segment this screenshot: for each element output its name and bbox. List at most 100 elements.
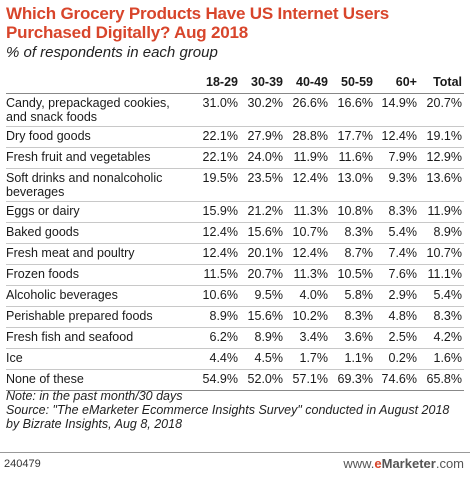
cell-value: 11.3% [285, 201, 330, 223]
cell-value: 6.2% [196, 327, 240, 349]
row-label: Dry food goods [6, 126, 196, 148]
table-row: Alcoholic beverages 10.6% 9.5% 4.0% 5.8% 2.9%… [6, 285, 464, 307]
cell-value: 7.6% [375, 264, 419, 286]
cell-value: 11.3% [285, 264, 330, 286]
brand-suffix: .com [435, 456, 464, 471]
row-label: Baked goods [6, 222, 196, 244]
cell-value: 10.2% [285, 306, 330, 328]
column-header-category [6, 70, 196, 94]
row-label: Candy, prepackaged cookies, and snack fo… [6, 93, 196, 127]
cell-value: 3.6% [330, 327, 375, 349]
cell-value: 4.8% [375, 306, 419, 328]
chart-title: Which Grocery Products Have US Internet … [6, 4, 390, 42]
table-row: Frozen foods 11.5% 20.7% 11.3% 10.5% 7.6% 11.1… [6, 264, 464, 286]
table-row: Eggs or dairy 15.9% 21.2% 11.3% 10.8% 8.3% 11.… [6, 201, 464, 223]
column-header-4: 60+ [395, 75, 417, 89]
cell-value: 9.3% [375, 168, 419, 202]
table-row: None of these 54.9% 52.0% 57.1% 69.3% 74.6% 65… [6, 369, 464, 391]
cell-value: 5.4% [375, 222, 419, 244]
cell-value: 8.3% [330, 222, 375, 244]
row-label: None of these [6, 369, 196, 391]
row-label: Soft drinks and nonalcoholic beverages [6, 168, 196, 202]
cell-value: 8.9% [196, 306, 240, 328]
cell-value: 20.7% [240, 264, 285, 286]
note-text: Note: in the past month/30 days [6, 389, 183, 403]
chart-subtitle: % of respondents in each group [6, 44, 218, 61]
cell-value: 11.1% [419, 264, 464, 286]
cell-value: 26.6% [285, 93, 330, 127]
cell-value: 52.0% [240, 369, 285, 391]
cell-value: 11.9% [285, 147, 330, 169]
cell-value: 8.9% [419, 222, 464, 244]
column-header-0: 18-29 [206, 75, 238, 89]
cell-value: 10.6% [196, 285, 240, 307]
cell-value: 12.4% [196, 243, 240, 265]
cell-value: 7.9% [375, 147, 419, 169]
cell-value: 15.6% [240, 222, 285, 244]
cell-value: 11.6% [330, 147, 375, 169]
table-row: Ice 4.4% 4.5% 1.7% 1.1% 0.2% 1.6% [6, 348, 464, 370]
cell-value: 31.0% [196, 93, 240, 127]
cell-value: 8.3% [375, 201, 419, 223]
cell-value: 19.1% [419, 126, 464, 148]
brand-logo[interactable]: www.eMarketer.com [343, 456, 464, 471]
cell-value: 10.5% [330, 264, 375, 286]
cell-value: 69.3% [330, 369, 375, 391]
table-row: Fresh meat and poultry 12.4% 20.1% 12.4% 8.7… [6, 243, 464, 265]
cell-value: 16.6% [330, 93, 375, 127]
cell-value: 20.7% [419, 93, 464, 127]
cell-value: 1.6% [419, 348, 464, 370]
row-label: Fresh fruit and vegetables [6, 147, 196, 169]
cell-value: 13.0% [330, 168, 375, 202]
table-row: Baked goods 12.4% 15.6% 10.7% 8.3% 5.4% 8.9% [6, 222, 464, 244]
table-header-row: 18-29 30-39 40-49 50-59 60+ Total [6, 70, 464, 94]
cell-value: 5.4% [419, 285, 464, 307]
cell-value: 24.0% [240, 147, 285, 169]
cell-value: 12.4% [196, 222, 240, 244]
chart-id: 240479 [4, 458, 41, 470]
cell-value: 21.2% [240, 201, 285, 223]
cell-value: 30.2% [240, 93, 285, 127]
table-row: Candy, prepackaged cookies, and snack fo… [6, 93, 464, 127]
cell-value: 65.8% [419, 369, 464, 391]
cell-value: 7.4% [375, 243, 419, 265]
cell-value: 8.3% [419, 306, 464, 328]
cell-value: 4.0% [285, 285, 330, 307]
cell-value: 74.6% [375, 369, 419, 391]
cell-value: 19.5% [196, 168, 240, 202]
cell-value: 13.6% [419, 168, 464, 202]
cell-value: 15.6% [240, 306, 285, 328]
cell-value: 14.9% [375, 93, 419, 127]
cell-value: 9.5% [240, 285, 285, 307]
cell-value: 2.9% [375, 285, 419, 307]
cell-value: 57.1% [285, 369, 330, 391]
table-row: Dry food goods 22.1% 27.9% 28.8% 17.7% 12.4% 1… [6, 126, 464, 148]
cell-value: 4.4% [196, 348, 240, 370]
brand-name: Marketer [381, 456, 436, 471]
cell-value: 2.5% [375, 327, 419, 349]
table-row: Soft drinks and nonalcoholic beverages 19… [6, 168, 464, 202]
cell-value: 4.5% [240, 348, 285, 370]
footer-divider [0, 452, 470, 453]
cell-value: 12.4% [285, 168, 330, 202]
brand-prefix: www. [343, 456, 375, 471]
row-label: Perishable prepared foods [6, 306, 196, 328]
data-table: 18-29 30-39 40-49 50-59 60+ Total Candy, prep… [6, 70, 464, 391]
brand-e: e [374, 456, 382, 471]
row-label: Fresh meat and poultry [6, 243, 196, 265]
cell-value: 1.1% [330, 348, 375, 370]
row-label: Alcoholic beverages [6, 285, 196, 307]
cell-value: 11.5% [196, 264, 240, 286]
cell-value: 8.3% [330, 306, 375, 328]
table-row: Fresh fish and seafood 6.2% 8.9% 3.4% 3.6% 2.… [6, 327, 464, 349]
cell-value: 22.1% [196, 147, 240, 169]
column-header-5: Total [433, 75, 462, 89]
column-header-1: 30-39 [251, 75, 283, 89]
cell-value: 3.4% [285, 327, 330, 349]
cell-value: 8.9% [240, 327, 285, 349]
cell-value: 4.2% [419, 327, 464, 349]
table-row: Fresh fruit and vegetables 22.1% 24.0% 11.9… [6, 147, 464, 169]
row-label: Ice [6, 348, 196, 370]
cell-value: 27.9% [240, 126, 285, 148]
row-label: Frozen foods [6, 264, 196, 286]
